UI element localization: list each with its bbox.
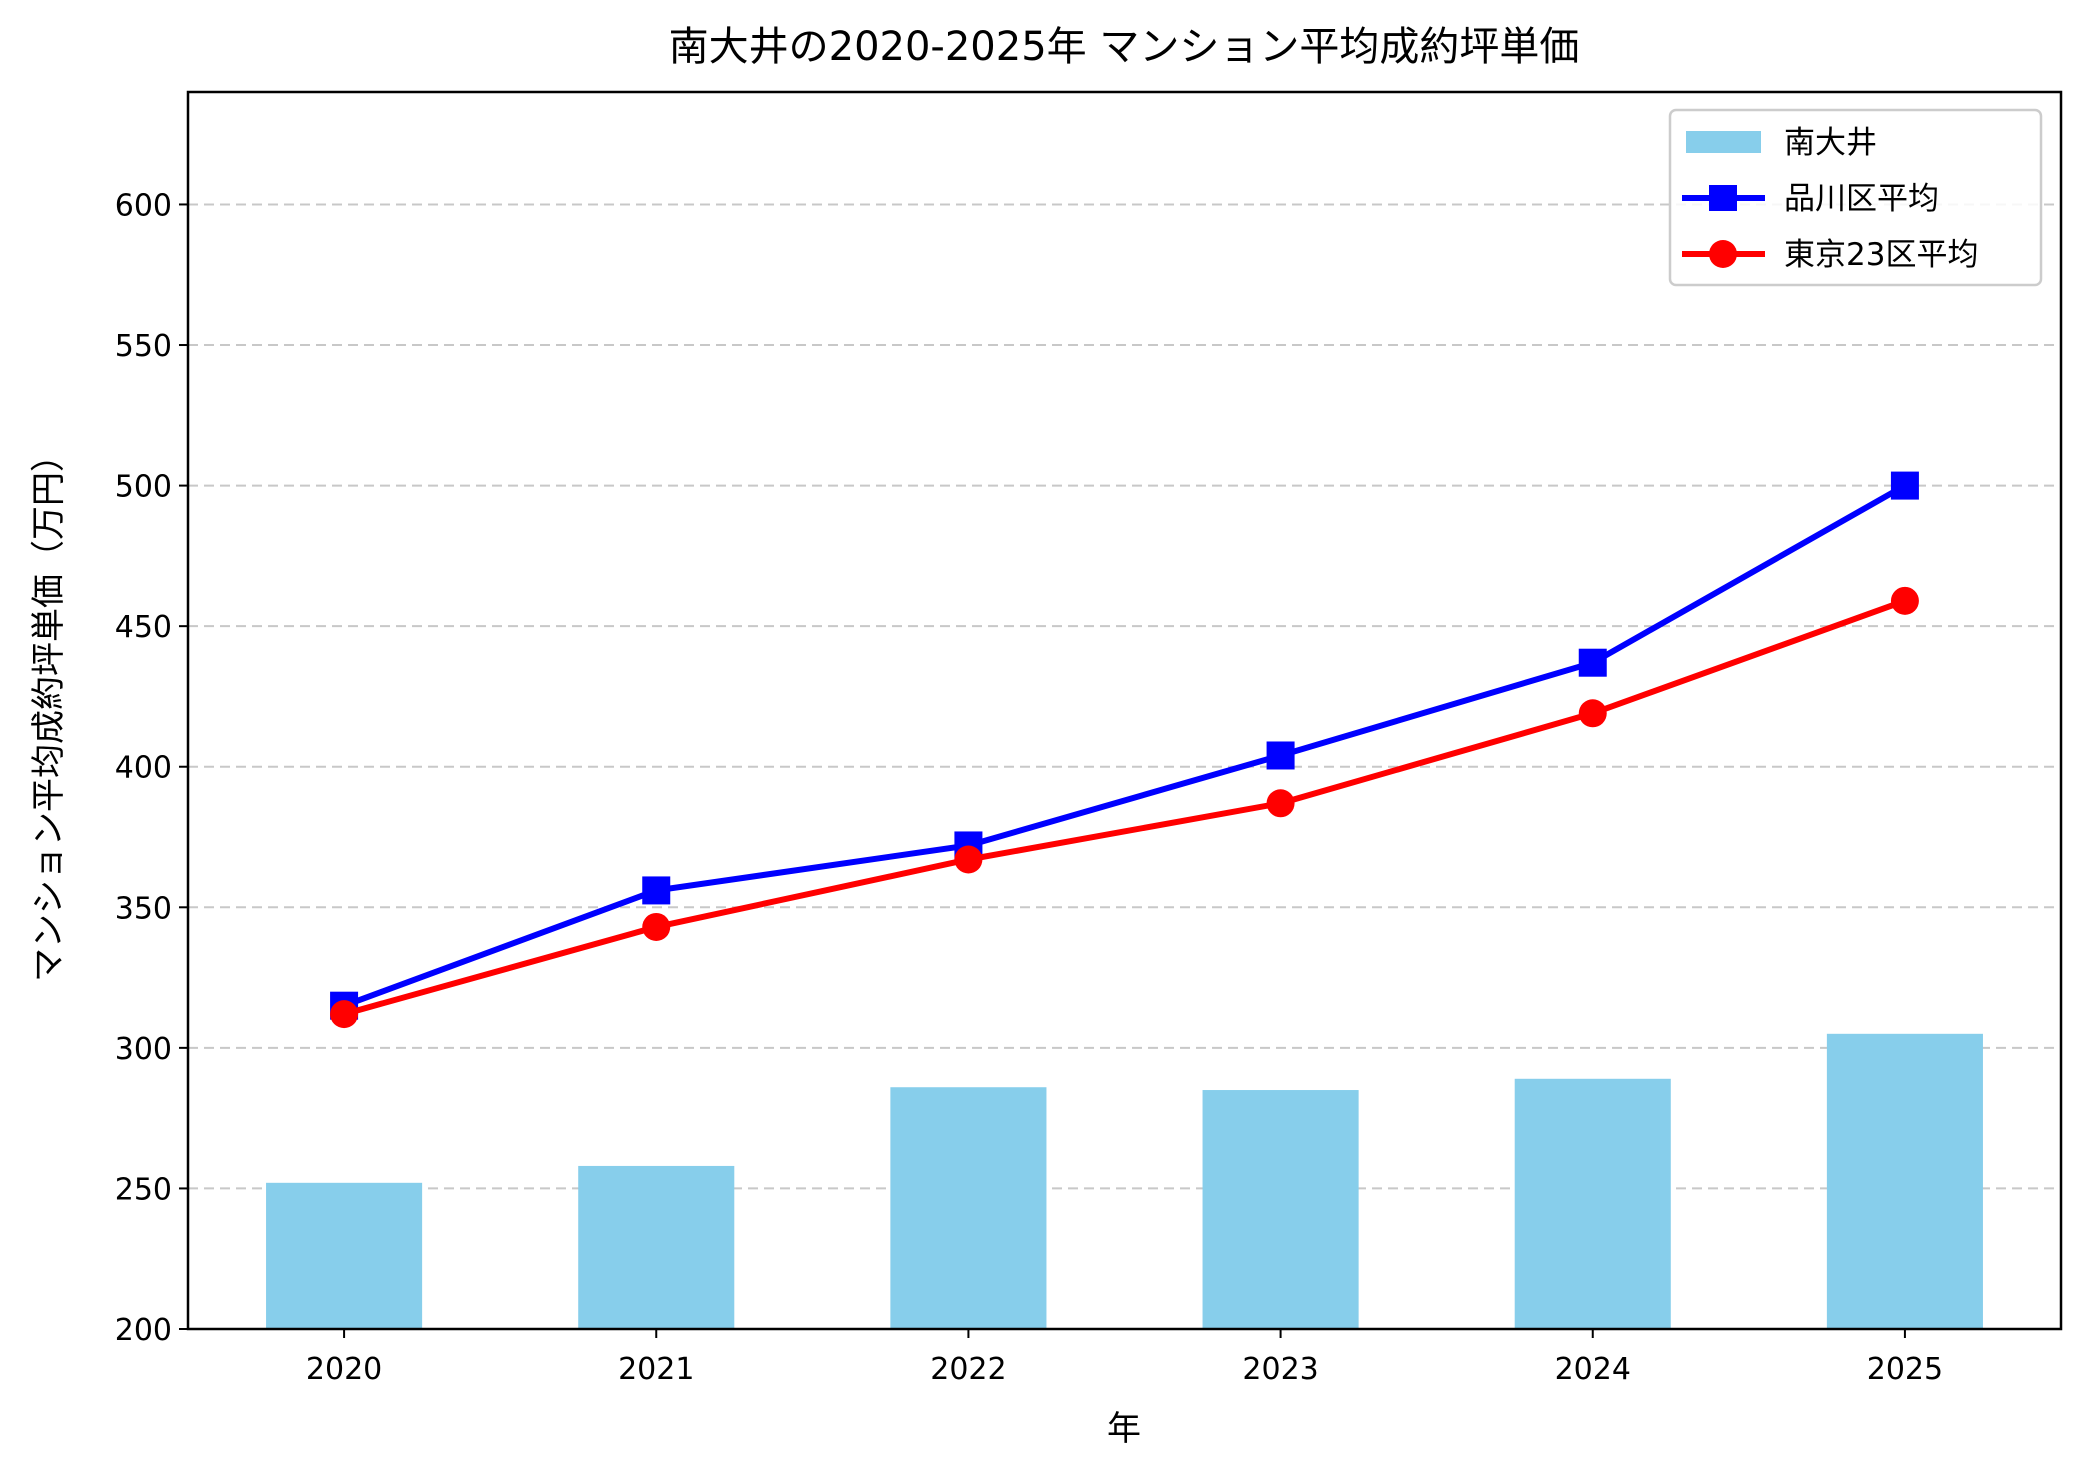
- data-point-2023: [1266, 789, 1295, 818]
- y-tick-label: 250: [115, 1172, 172, 1207]
- grid-lines: [188, 203, 2061, 1190]
- data-point-2024: [1578, 648, 1607, 677]
- x-axis-label: 年: [1107, 1409, 1141, 1449]
- bar-2025: [1826, 1033, 1983, 1329]
- data-point-2021: [642, 912, 671, 941]
- y-axis-label: マンション平均成約坪単価（万円）: [29, 438, 69, 982]
- legend-label: 東京23区平均: [1784, 237, 1978, 273]
- x-axis: 2020 2021 2022 2023 2024 2025: [306, 1329, 1943, 1387]
- legend-label: 品川区平均: [1784, 181, 1939, 217]
- data-point-2022: [954, 845, 983, 874]
- data-point-2021: [642, 876, 671, 905]
- chart-title: 南大井の2020-2025年 マンション平均成約坪単価: [669, 24, 1580, 70]
- legend-marker-square: [1709, 185, 1737, 211]
- x-tick-label: 2023: [1242, 1352, 1318, 1387]
- y-axis: 200 250 300 350 400 450 500 550 600: [115, 188, 188, 1348]
- y-tick-label: 350: [115, 891, 172, 926]
- y-tick-label: 200: [115, 1313, 172, 1348]
- series-line: [343, 598, 1906, 1018]
- data-point-2025: [1890, 471, 1919, 500]
- data-point-2024: [1578, 699, 1607, 728]
- legend-marker-circle: [1709, 240, 1737, 268]
- y-tick-label: 300: [115, 1032, 172, 1067]
- plot-frame: [186, 90, 2063, 1331]
- lines: [330, 471, 1919, 1029]
- bars: [266, 1033, 1983, 1329]
- data-point-2023: [1266, 741, 1295, 770]
- y-tick-label: 550: [115, 329, 172, 364]
- bar-2022: [890, 1087, 1047, 1329]
- x-tick-label: 2021: [618, 1352, 694, 1387]
- legend-swatch-bar: [1686, 131, 1761, 153]
- y-tick-label: 600: [115, 188, 172, 223]
- x-tick-label: 2025: [1867, 1352, 1943, 1387]
- bar-2023: [1202, 1090, 1359, 1329]
- series-line: [343, 482, 1907, 1009]
- legend-label: 南大井: [1784, 125, 1877, 161]
- x-tick-label: 2022: [930, 1352, 1006, 1387]
- y-tick-label: 400: [115, 751, 172, 786]
- legend-box: [1668, 108, 2043, 287]
- data-point-2020: [330, 1000, 359, 1029]
- bar-2021: [578, 1165, 735, 1329]
- x-tick-label: 2024: [1555, 1352, 1631, 1387]
- bar-2020: [266, 1182, 423, 1329]
- data-point-2025: [1890, 586, 1919, 615]
- bar-2024: [1514, 1078, 1671, 1329]
- y-tick-label: 500: [115, 470, 172, 505]
- y-tick-label: 450: [115, 610, 172, 645]
- x-tick-label: 2020: [306, 1352, 382, 1387]
